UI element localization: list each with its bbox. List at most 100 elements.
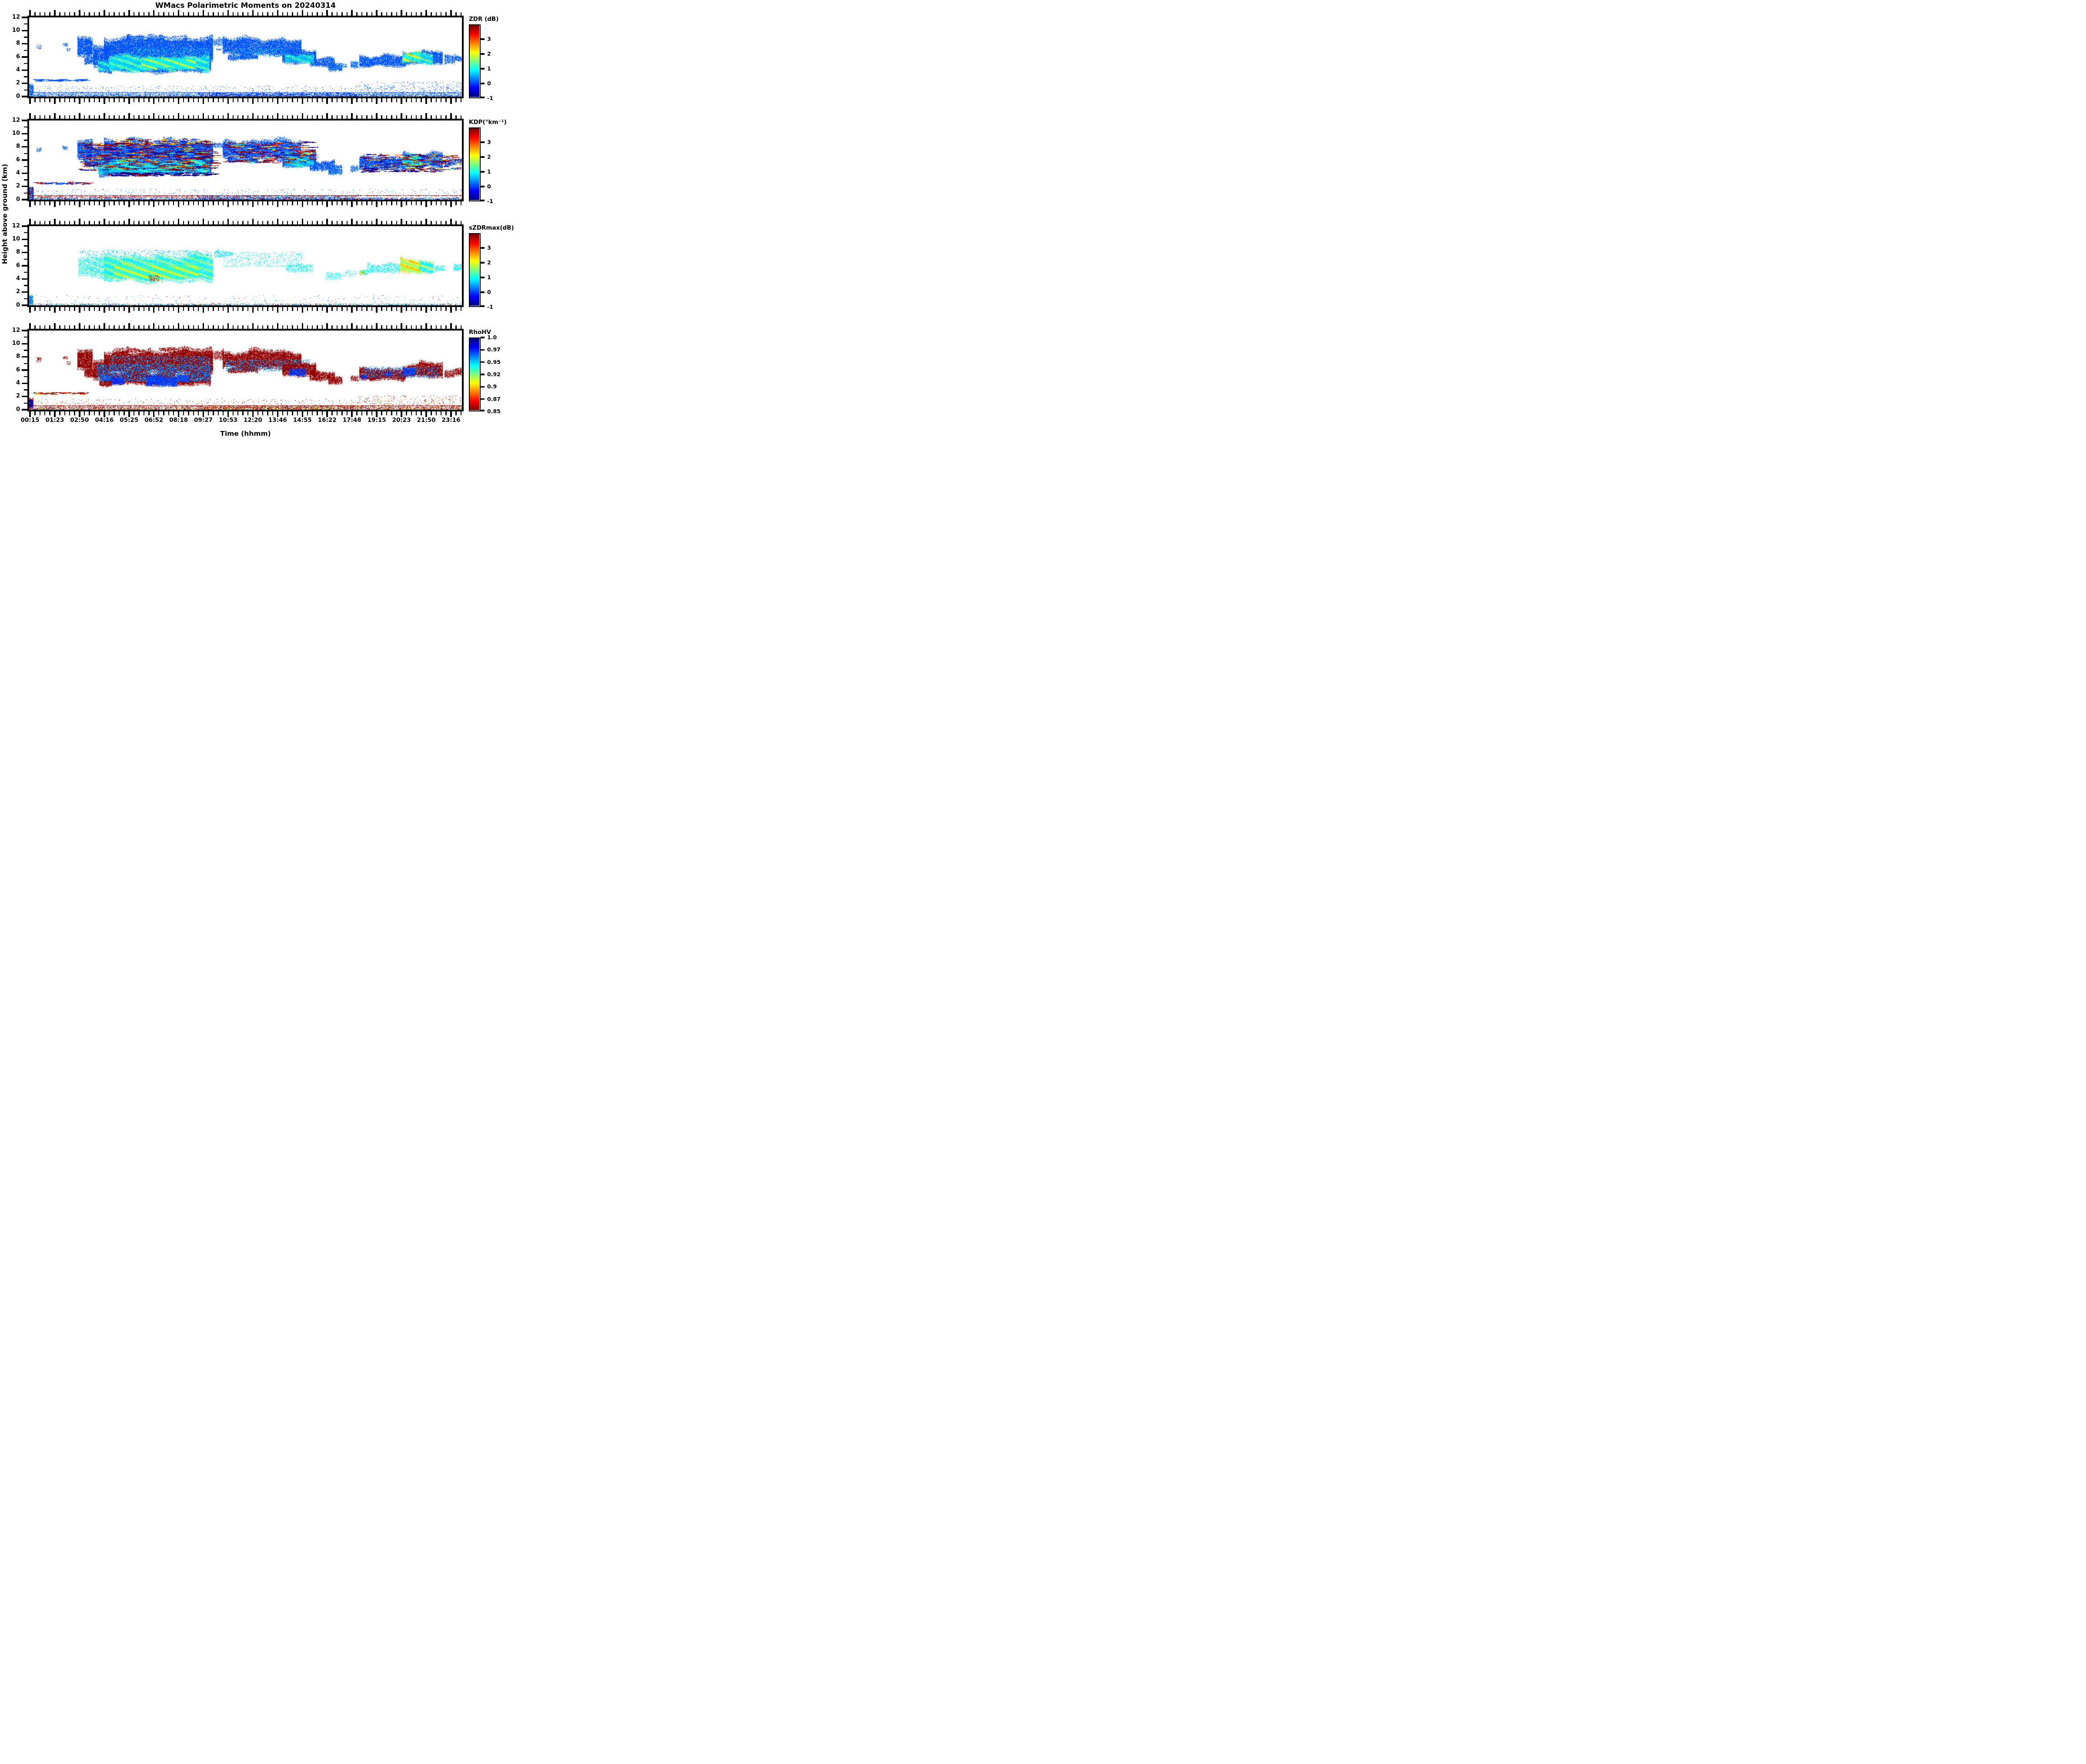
x-minor-tick: [455, 325, 457, 329]
x-minor-tick: [232, 325, 234, 329]
x-minor-tick: [416, 201, 417, 205]
x-tick-label: 05:25: [120, 417, 139, 424]
x-minor-tick: [257, 307, 259, 311]
x-minor-tick: [336, 98, 338, 102]
x-minor-tick: [317, 201, 318, 205]
x-major-tick: [450, 201, 452, 207]
x-minor-tick: [287, 201, 288, 205]
x-minor-tick: [242, 12, 244, 16]
x-minor-tick: [391, 325, 392, 329]
x-major-tick: [29, 323, 31, 329]
x-minor-tick: [118, 201, 120, 205]
x-minor-tick: [222, 411, 224, 415]
x-minor-tick: [49, 12, 50, 16]
x-minor-tick: [138, 115, 140, 119]
x-major-tick: [277, 201, 279, 207]
x-minor-tick: [193, 307, 194, 311]
x-minor-tick: [94, 411, 95, 415]
colorbar-tick-label: 0.85: [487, 408, 501, 414]
x-minor-tick: [84, 325, 85, 329]
x-minor-tick: [198, 220, 199, 224]
x-minor-tick: [217, 201, 219, 205]
x-minor-tick: [386, 98, 388, 102]
x-minor-tick: [237, 98, 239, 102]
y-major-tick: [22, 96, 27, 97]
x-minor-tick: [371, 115, 372, 119]
rhohv-colorbar-gradient: [470, 338, 479, 410]
x-major-tick: [401, 201, 402, 207]
x-minor-tick: [188, 307, 189, 311]
x-minor-tick: [257, 411, 259, 415]
x-minor-tick: [287, 98, 288, 102]
x-tick-label: 09:27: [194, 417, 213, 424]
x-minor-tick: [247, 201, 249, 205]
x-major-tick: [177, 411, 180, 417]
x-minor-tick: [381, 115, 382, 119]
x-minor-tick: [242, 411, 244, 415]
x-major-tick: [401, 10, 402, 16]
x-minor-tick: [247, 220, 249, 224]
x-minor-tick: [267, 98, 268, 102]
x-minor-tick: [366, 98, 368, 102]
y-major-tick: [22, 146, 27, 148]
colorbar-tick-label: 0.92: [487, 371, 501, 378]
x-minor-tick: [232, 201, 234, 205]
x-minor-tick: [237, 12, 239, 16]
x-minor-tick: [282, 12, 283, 16]
x-major-tick: [450, 219, 452, 224]
x-minor-tick: [311, 325, 313, 329]
x-minor-tick: [267, 201, 268, 205]
x-minor-tick: [109, 201, 110, 205]
x-major-tick: [202, 323, 204, 329]
x-minor-tick: [138, 325, 140, 329]
x-minor-tick: [257, 12, 259, 16]
x-minor-tick: [217, 220, 219, 224]
x-minor-tick: [292, 411, 293, 415]
x-minor-tick: [89, 201, 90, 205]
x-minor-tick: [386, 325, 388, 329]
rhohv-colorbar: [469, 337, 481, 411]
x-minor-tick: [213, 201, 214, 205]
x-minor-tick: [69, 98, 70, 102]
x-major-tick: [54, 219, 56, 224]
x-minor-tick: [396, 220, 397, 224]
x-major-tick: [376, 113, 378, 119]
x-major-tick: [29, 219, 31, 224]
x-minor-tick: [272, 325, 274, 329]
x-minor-tick: [416, 220, 417, 224]
x-minor-tick: [262, 307, 264, 311]
x-minor-tick: [361, 411, 363, 415]
x-major-tick: [128, 113, 130, 119]
x-minor-tick: [69, 201, 70, 205]
x-minor-tick: [455, 12, 457, 16]
x-minor-tick: [237, 325, 239, 329]
y-major-tick: [22, 356, 27, 358]
x-minor-tick: [74, 307, 75, 311]
x-major-tick: [128, 10, 130, 16]
colorbar-tick: [481, 200, 485, 201]
y-major-tick: [22, 120, 27, 121]
zdr-colorbar-gradient: [470, 25, 479, 97]
x-minor-tick: [118, 220, 120, 224]
x-minor-tick: [237, 115, 239, 119]
x-major-tick: [54, 10, 56, 16]
x-major-tick: [301, 307, 304, 313]
x-major-tick: [252, 307, 254, 313]
colorbar-tick-label: 3: [487, 139, 491, 145]
x-minor-tick: [34, 12, 36, 16]
x-minor-tick: [282, 325, 283, 329]
x-minor-tick: [207, 98, 209, 102]
x-minor-tick: [282, 411, 283, 415]
x-minor-tick: [188, 325, 189, 329]
y-major-tick: [22, 409, 27, 411]
x-minor-tick: [44, 115, 46, 119]
x-minor-tick: [366, 411, 368, 415]
x-minor-tick: [183, 98, 184, 102]
y-tick-label: 8: [16, 143, 20, 150]
y-minor-tick: [23, 271, 27, 273]
x-minor-tick: [381, 201, 382, 205]
colorbar-tick-label: 0: [487, 289, 491, 295]
x-major-tick: [177, 219, 180, 224]
x-minor-tick: [341, 307, 343, 311]
x-minor-tick: [455, 98, 457, 102]
